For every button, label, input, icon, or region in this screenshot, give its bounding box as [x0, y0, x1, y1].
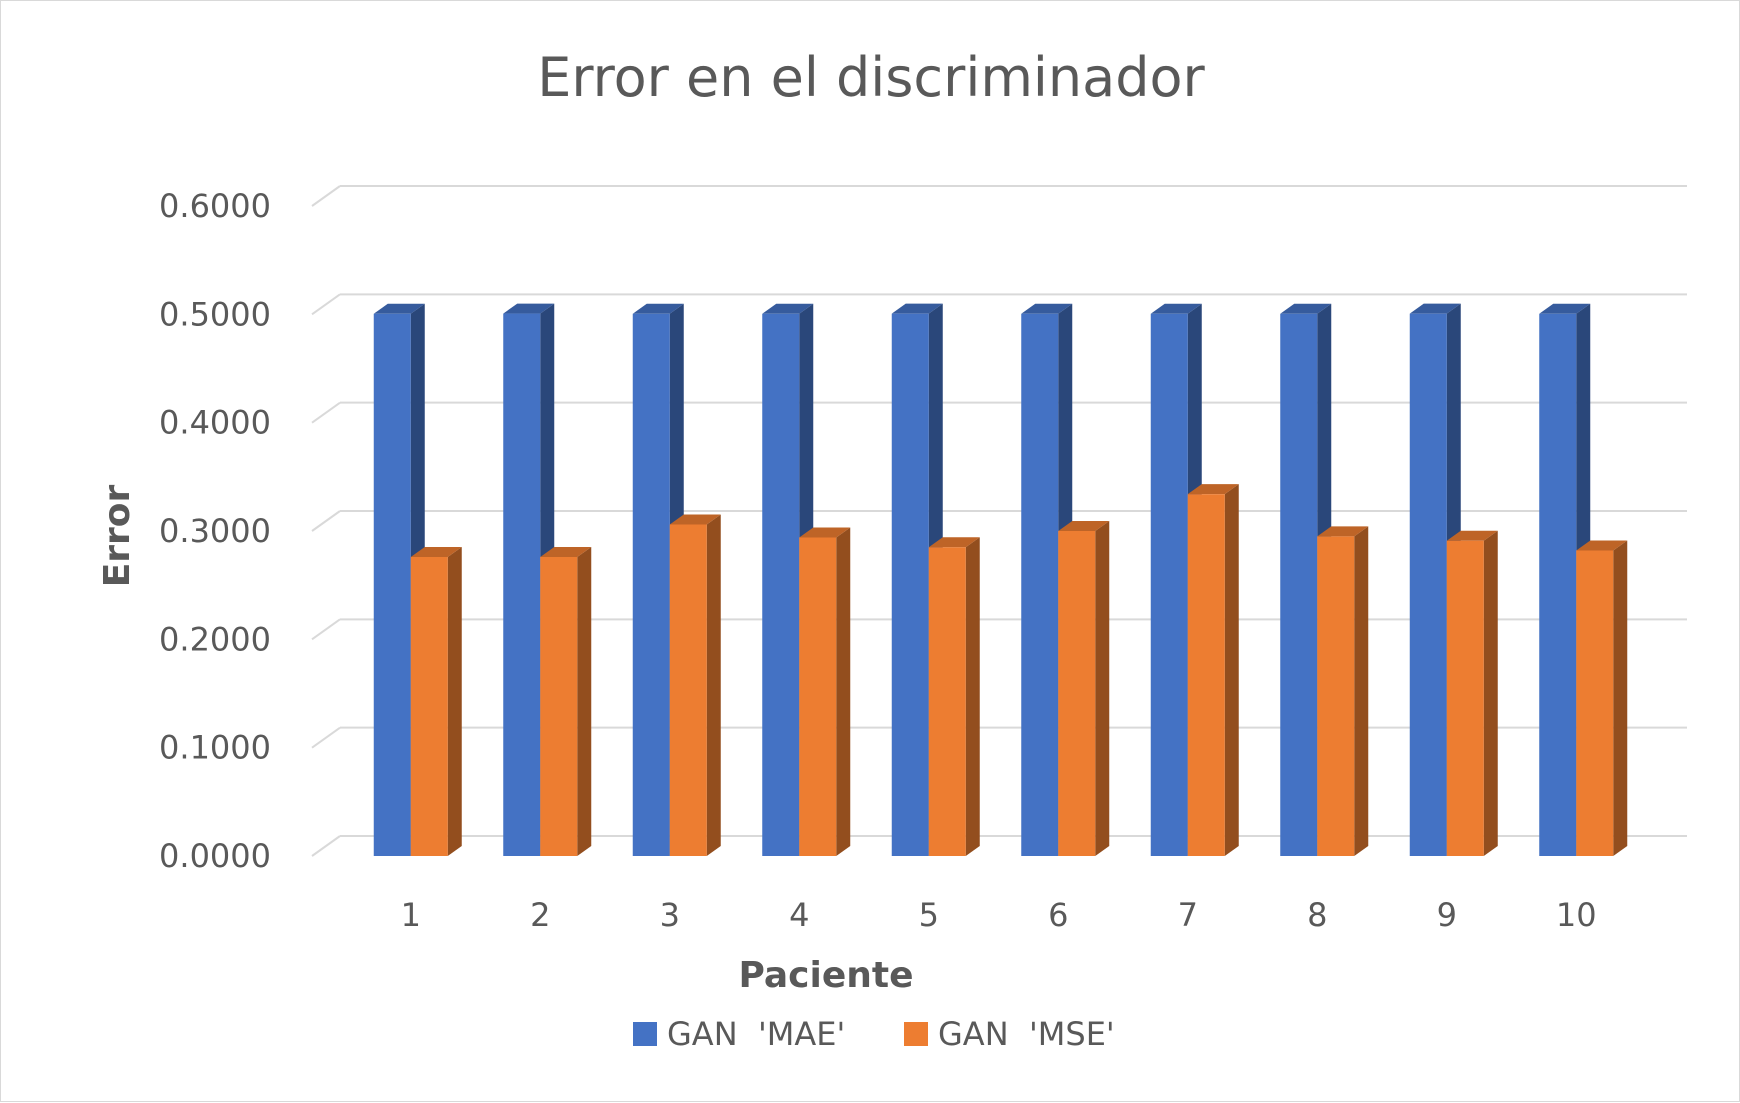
bar-side — [1483, 530, 1498, 856]
chart-title: Error en el discriminador — [537, 46, 1205, 109]
bar-front — [669, 524, 707, 856]
x-tick-label: 10 — [1556, 896, 1597, 934]
bar-top — [1576, 540, 1628, 551]
bar-top — [891, 303, 943, 314]
bar-side — [1354, 526, 1369, 856]
bar-top — [540, 547, 592, 557]
y-tick-label: 0.0000 — [159, 837, 271, 875]
bar-top — [1021, 303, 1073, 314]
bar-top — [1539, 303, 1591, 314]
bar — [799, 527, 851, 856]
bar-front — [891, 313, 929, 856]
y-tick-label: 0.2000 — [159, 620, 271, 658]
bar — [1058, 521, 1110, 856]
y-tick-label: 0.3000 — [159, 512, 271, 550]
gridline-depth — [311, 293, 341, 316]
x-tick-label: 9 — [1437, 896, 1457, 934]
bar-front — [799, 537, 837, 856]
legend: GAN 'MAE' GAN 'MSE' — [633, 1015, 1115, 1053]
bar-top — [1150, 303, 1202, 314]
bar-side — [577, 547, 592, 856]
legend-swatch — [904, 1022, 928, 1046]
bar — [1187, 484, 1239, 856]
bar — [540, 547, 592, 856]
legend-item: GAN 'MSE' — [904, 1015, 1115, 1053]
bar-front — [1150, 313, 1188, 857]
bar-side — [1095, 521, 1110, 856]
bar-side — [836, 527, 851, 856]
bar — [410, 547, 462, 856]
bar-top — [632, 303, 684, 314]
y-axis-ticks: 0.0000 0.1000 0.2000 0.3000 0.4000 0.5000 0.60… — [159, 187, 271, 875]
legend-label: GAN 'MAE' — [667, 1015, 845, 1053]
bar — [669, 514, 721, 856]
bar-top — [410, 547, 462, 557]
x-tick-label: 6 — [1048, 896, 1068, 934]
bar — [1576, 540, 1628, 856]
bar-front — [1539, 313, 1577, 857]
bar-side — [1224, 484, 1239, 856]
bar-top — [1058, 521, 1110, 531]
bar-front — [503, 313, 541, 856]
bar-top — [1409, 303, 1461, 314]
bar — [1317, 526, 1369, 856]
bar-front — [373, 313, 411, 857]
bar — [1446, 530, 1498, 856]
bar-front — [1317, 536, 1355, 856]
gridline-depth — [311, 835, 341, 857]
bar-side — [447, 547, 462, 856]
bar-top — [1280, 303, 1332, 314]
y-tick-label: 0.5000 — [159, 295, 271, 333]
bar-front — [1576, 550, 1614, 856]
bar-front — [1187, 494, 1225, 856]
x-axis-ticks: 1 2 3 4 5 6 7 8 9 10 — [401, 896, 1597, 934]
bar-front — [1021, 313, 1059, 857]
bar — [928, 537, 980, 856]
y-tick-label: 0.1000 — [159, 729, 271, 767]
x-tick-label: 2 — [530, 896, 550, 934]
bar-front — [410, 557, 448, 856]
gridline-depth — [311, 618, 341, 641]
bar-top — [669, 514, 721, 525]
bar-top — [1317, 526, 1369, 537]
bar-top — [1446, 530, 1498, 541]
bar-front — [928, 547, 966, 856]
bar-front — [1058, 531, 1096, 856]
x-tick-label: 1 — [401, 896, 421, 934]
bar-front — [1446, 540, 1484, 856]
y-tick-label: 0.4000 — [159, 404, 271, 442]
gridline-depth — [311, 401, 341, 424]
x-axis-title: Paciente — [738, 955, 913, 996]
bar-front — [540, 557, 578, 856]
x-tick-label: 4 — [789, 896, 809, 934]
bar-side — [1613, 540, 1628, 856]
bar-side — [706, 514, 721, 856]
bar-front — [1280, 313, 1318, 857]
y-axis-title: Error — [97, 484, 138, 587]
bar-top — [503, 303, 555, 314]
x-tick-label: 3 — [660, 896, 680, 934]
gridline-depth — [311, 185, 341, 207]
bar-side — [965, 537, 980, 856]
bar-top — [799, 527, 851, 538]
x-tick-label: 5 — [919, 896, 939, 934]
x-tick-label: 8 — [1307, 896, 1327, 934]
x-tick-label: 7 — [1178, 896, 1198, 934]
bars — [373, 303, 1628, 857]
bar-top — [928, 537, 980, 548]
legend-label: GAN 'MSE' — [938, 1015, 1115, 1053]
y-tick-label: 0.6000 — [159, 187, 271, 225]
gridline-depth — [311, 510, 341, 532]
legend-swatch — [633, 1022, 657, 1046]
bar-top — [762, 303, 814, 314]
bar-front — [1409, 313, 1447, 856]
bar-top — [1187, 484, 1239, 495]
legend-item: GAN 'MAE' — [633, 1015, 845, 1053]
gridline-depth — [311, 726, 341, 749]
bar-front — [762, 313, 800, 857]
bar-top — [373, 303, 425, 314]
bar-front — [632, 313, 670, 857]
